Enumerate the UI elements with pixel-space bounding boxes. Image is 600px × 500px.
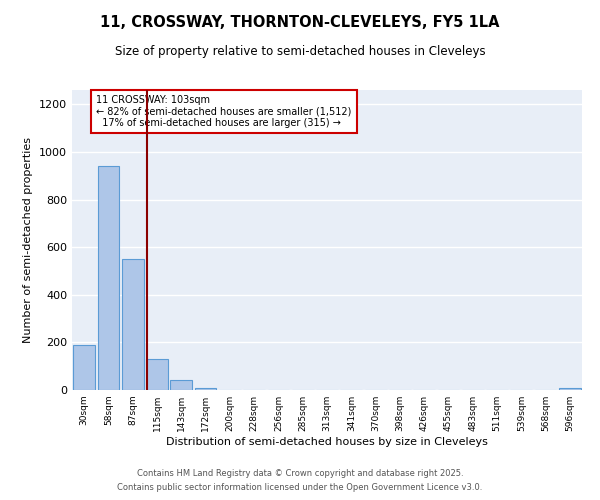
- Bar: [73, 345, 95, 390]
- Bar: [122, 259, 143, 390]
- Text: 11, CROSSWAY, THORNTON-CLEVELEYS, FY5 1LA: 11, CROSSWAY, THORNTON-CLEVELEYS, FY5 1L…: [100, 15, 500, 30]
- Text: Contains public sector information licensed under the Open Government Licence v3: Contains public sector information licen…: [118, 484, 482, 492]
- Bar: [97, 166, 119, 390]
- Bar: [170, 380, 192, 390]
- Text: Size of property relative to semi-detached houses in Cleveleys: Size of property relative to semi-detach…: [115, 45, 485, 58]
- Y-axis label: Number of semi-detached properties: Number of semi-detached properties: [23, 137, 34, 343]
- Bar: [146, 359, 168, 390]
- X-axis label: Distribution of semi-detached houses by size in Cleveleys: Distribution of semi-detached houses by …: [166, 437, 488, 447]
- Bar: [559, 388, 581, 390]
- Text: 11 CROSSWAY: 103sqm
← 82% of semi-detached houses are smaller (1,512)
  17% of s: 11 CROSSWAY: 103sqm ← 82% of semi-detach…: [96, 95, 352, 128]
- Text: Contains HM Land Registry data © Crown copyright and database right 2025.: Contains HM Land Registry data © Crown c…: [137, 468, 463, 477]
- Bar: [194, 388, 217, 390]
